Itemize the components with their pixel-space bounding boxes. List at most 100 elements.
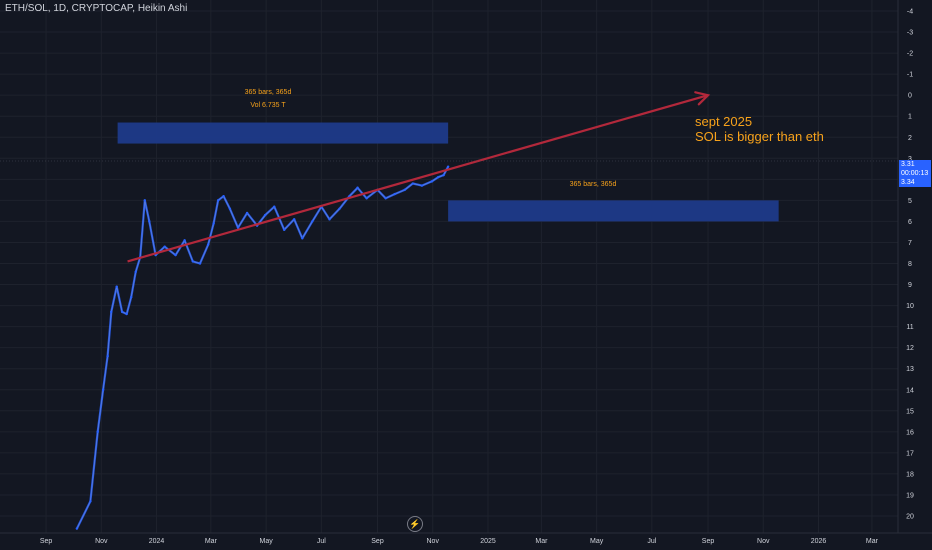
- data-point: [356, 186, 359, 189]
- data-point: [106, 354, 109, 358]
- data-point: [143, 199, 146, 202]
- time-axis-tick-label: Mar: [205, 538, 218, 545]
- date-range-measure-box: [117, 122, 449, 144]
- data-point: [96, 430, 99, 434]
- data-point: [148, 220, 151, 223]
- data-point: [393, 192, 396, 196]
- price-axis-tick-label: 8: [908, 261, 912, 268]
- data-point: [292, 218, 296, 221]
- data-point: [101, 388, 105, 391]
- data-point: [174, 253, 177, 257]
- data-point: [436, 176, 440, 179]
- data-point: [115, 285, 118, 288]
- time-axis-tick-label: May: [260, 538, 274, 545]
- price-axis-tick-label: -4: [907, 9, 913, 16]
- data-point: [89, 500, 92, 503]
- price-axis-tick-label: -1: [907, 72, 913, 79]
- data-point: [403, 188, 406, 192]
- data-point: [110, 310, 113, 314]
- data-point: [212, 222, 215, 225]
- trendline-arrow: [127, 94, 709, 263]
- lightning-bolt-icon[interactable]: ⚡: [407, 516, 423, 532]
- date-range-measure-box: [448, 200, 779, 222]
- price-axis-tick-label: 9: [908, 282, 912, 289]
- time-axis-tick-label: Sep: [371, 538, 384, 545]
- price-axis-tick-label: 17: [906, 450, 914, 457]
- price-axis-tick-label: 11: [906, 324, 913, 331]
- data-point: [446, 165, 450, 168]
- data-point: [283, 228, 286, 232]
- price-axis-tick-label: 14: [906, 387, 914, 394]
- data-point: [442, 173, 445, 177]
- data-point: [198, 262, 202, 265]
- price-axis-tick-label: 7: [908, 240, 912, 247]
- data-point: [384, 197, 387, 200]
- note-text-line-1[interactable]: sept 2025: [695, 114, 752, 129]
- price-axis-tick-label: 13: [906, 366, 914, 373]
- data-point: [125, 312, 128, 316]
- time-axis-tick-label: Nov: [427, 538, 440, 545]
- data-point: [206, 243, 210, 246]
- data-point: [365, 197, 368, 200]
- price-axis-tick-label: -3: [907, 30, 913, 37]
- data-point: [120, 310, 124, 314]
- price-axis-tick-label: 12: [906, 345, 914, 352]
- note-text-line-2[interactable]: SOL is bigger than eth: [695, 129, 824, 144]
- data-point: [311, 220, 314, 223]
- price-axis-tick-label: 1: [908, 114, 912, 121]
- time-axis[interactable]: Sep Nov 2024 Mar May Jul Sep Nov 2025 Mar May Jul Se…: [40, 538, 879, 545]
- top-box-bars-label: 365 bars, 365d: [245, 89, 292, 96]
- time-axis-tick-label: Mar: [866, 538, 879, 545]
- price-axis-tick-label: 2: [908, 135, 912, 142]
- prev-close-tag: 3.34: [899, 178, 931, 187]
- time-axis-tick-label: Sep: [702, 538, 715, 545]
- time-axis-tick-label: Nov: [95, 538, 108, 545]
- price-axis-tick-label: 20: [906, 514, 914, 521]
- time-axis-tick-label: 2026: [811, 538, 827, 545]
- time-axis-tick-label: Mar: [535, 538, 548, 545]
- time-axis-tick-label: Nov: [757, 538, 770, 545]
- data-point: [236, 226, 240, 229]
- data-point: [301, 237, 304, 240]
- price-axis-tick-label: 10: [906, 303, 914, 310]
- data-point: [134, 270, 137, 274]
- measure-boxes: [117, 122, 779, 222]
- data-point: [228, 207, 232, 210]
- time-axis-tick-label: 2024: [149, 538, 165, 545]
- price-axis-tick-label: 18: [906, 471, 914, 478]
- grid-lines: [0, 0, 898, 533]
- data-point: [163, 245, 166, 248]
- price-axis-tick-label: -2: [907, 51, 913, 58]
- data-point: [245, 211, 249, 215]
- price-axis-tick-label: 5: [908, 198, 912, 205]
- time-axis-tick-label: May: [590, 538, 604, 545]
- data-point: [191, 260, 194, 263]
- trendline-layer: [127, 91, 711, 263]
- data-point: [328, 218, 331, 221]
- price-axis[interactable]: -4-3-2-101234567891011121314151617181920: [906, 9, 914, 521]
- price-axis-tick-label: 16: [906, 429, 914, 436]
- last-price-tag: 3.31: [899, 160, 931, 169]
- time-axis-tick-label: Jul: [647, 538, 656, 545]
- price-axis-tick-label: 19: [906, 492, 914, 499]
- price-series: [75, 165, 450, 530]
- data-point: [430, 180, 434, 183]
- data-point: [75, 527, 79, 530]
- data-point: [183, 239, 186, 242]
- series-wick-overlay: [76, 166, 449, 529]
- time-axis-tick-label: 2025: [480, 538, 496, 545]
- top-box-volume-label: Vol 6.735 T: [250, 102, 286, 109]
- right-box-bars-label: 365 bars, 365d: [570, 181, 617, 188]
- data-point: [216, 199, 220, 202]
- time-axis-tick-label: Sep: [40, 538, 53, 545]
- symbol-title[interactable]: ETH/SOL, 1D, CRYPTOCAP, Heikin Ashi: [5, 3, 188, 14]
- price-axis-tick-label: 15: [906, 408, 914, 415]
- data-point: [222, 194, 225, 198]
- data-point: [129, 295, 133, 299]
- trendline-arrowhead: [694, 91, 711, 106]
- time-axis-tick-label: Jul: [317, 538, 326, 545]
- data-point: [338, 207, 341, 210]
